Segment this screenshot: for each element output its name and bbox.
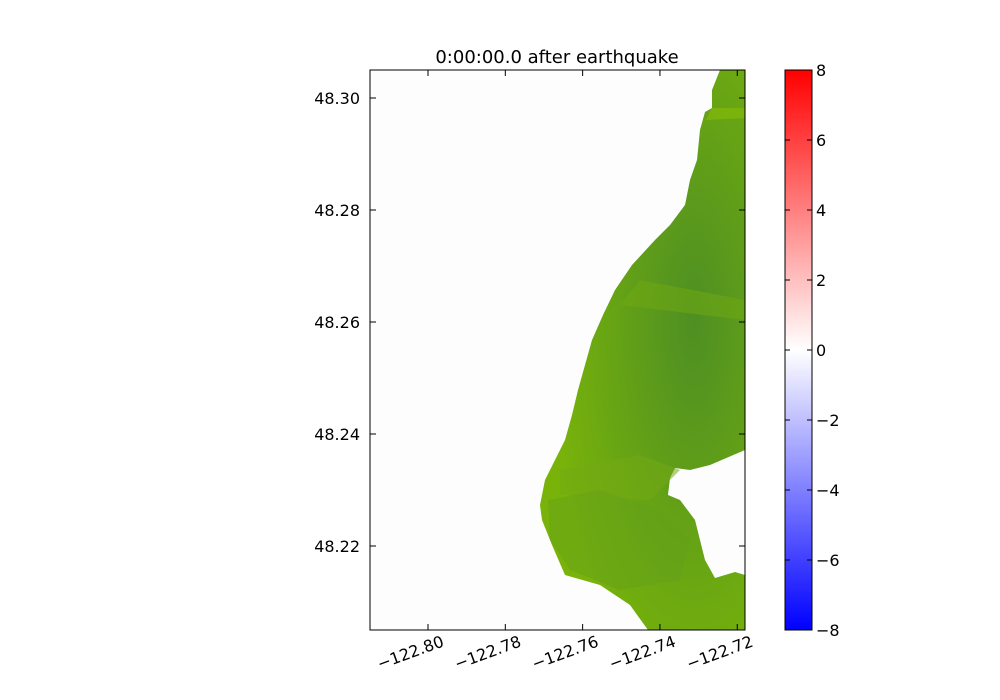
- colorbar: 8 6 4 2 0 −2 −4 −6 −8: [784, 61, 840, 640]
- land-highlight-upper: [706, 108, 745, 120]
- y-tick-label: 48.30: [314, 89, 360, 108]
- colorbar-tick-label: 0: [816, 341, 826, 360]
- colorbar-tick-label: 2: [816, 271, 826, 290]
- colorbar-tick-label: −6: [816, 551, 840, 570]
- land-highlight-middle: [620, 280, 745, 320]
- colorbar-tick-label: −8: [816, 621, 840, 640]
- y-tick-label: 48.28: [314, 201, 360, 220]
- map-plot: −122.80 −122.78 −122.76 −122.74 −122.72 48.3…: [314, 69, 756, 674]
- colorbar-tick-label: 8: [816, 61, 826, 80]
- colorbar-axis: 8 6 4 2 0 −2 −4 −6 −8: [785, 61, 840, 640]
- y-tick-label: 48.26: [314, 313, 360, 332]
- colorbar-tick-label: −2: [816, 411, 840, 430]
- x-tick-label: −122.72: [684, 632, 756, 674]
- x-tick-label: −122.74: [607, 632, 679, 674]
- colorbar-tick-label: 6: [816, 131, 826, 150]
- x-tick-label: −122.78: [452, 632, 524, 674]
- land-highlight-lower: [560, 455, 680, 500]
- plot-frame: [369, 69, 746, 631]
- chart-title: 0:00:00.0 after earthquake: [435, 47, 678, 68]
- y-axis: 48.30 48.28 48.26 48.24 48.22: [314, 89, 745, 556]
- land-texture-south: [548, 490, 690, 590]
- y-tick-label: 48.24: [314, 425, 360, 444]
- x-tick-label: −122.80: [375, 632, 447, 674]
- colorbar-tick-label: 4: [816, 201, 826, 220]
- x-tick-label: −122.76: [529, 632, 601, 674]
- y-tick-label: 48.22: [314, 537, 360, 556]
- colorbar-tick-label: −4: [816, 481, 840, 500]
